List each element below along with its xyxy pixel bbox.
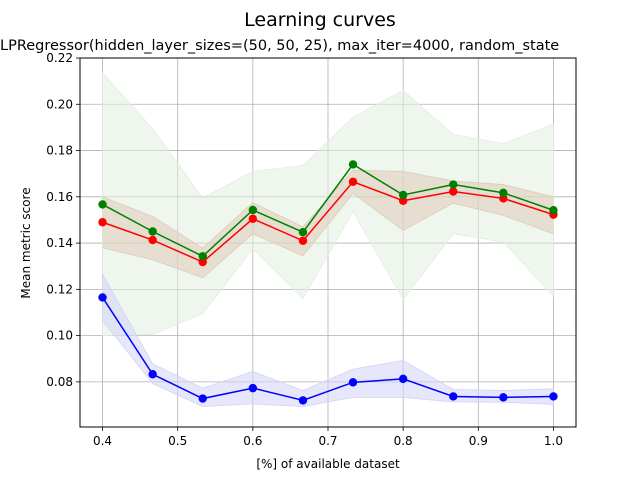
chart-suptitle: Learning curves xyxy=(244,9,396,31)
x-axis-label: [%] of available dataset xyxy=(256,457,400,471)
y-tick-label: 0.10 xyxy=(46,329,73,343)
series-2-point xyxy=(298,396,308,405)
series-2-point xyxy=(148,370,157,379)
series-0-point xyxy=(248,214,258,223)
y-axis-label: Mean metric score xyxy=(19,187,33,298)
x-tick-label: 0.6 xyxy=(243,434,262,448)
series-1-line xyxy=(102,163,554,258)
x-axis-ticks: 0.4 0.5 0.6 0.7 0.8 0.9 1.0 xyxy=(93,427,563,448)
y-tick-label: 0.14 xyxy=(46,236,73,250)
series-2-line xyxy=(101,297,554,402)
series-0-point xyxy=(148,235,157,245)
y-tick-label: 0.12 xyxy=(46,282,73,296)
series-0-point xyxy=(198,257,207,267)
series-1-point xyxy=(449,180,458,189)
y-tick-label: 0.18 xyxy=(46,144,73,158)
series-0-point xyxy=(348,177,358,186)
x-tick-label: 0.8 xyxy=(394,434,413,448)
series-2-point xyxy=(499,393,508,402)
series-1-point xyxy=(198,252,207,261)
series-points xyxy=(98,160,558,405)
x-tick-label: 0.4 xyxy=(93,434,112,448)
x-tick-label: 1.0 xyxy=(544,434,563,448)
x-tick-label: 0.7 xyxy=(318,434,337,448)
series-2-band xyxy=(102,272,554,408)
series-1-point xyxy=(549,206,558,215)
series-2-point xyxy=(248,383,258,393)
x-tick-label: 0.9 xyxy=(469,434,488,448)
series-lines xyxy=(101,163,554,402)
y-axis-ticks: 0.08 0.10 0.12 0.14 0.16 0.18 0.20 0.22 xyxy=(46,51,80,389)
series-2-point xyxy=(449,392,458,401)
series-0-point xyxy=(398,196,408,205)
y-tick-label: 0.08 xyxy=(46,375,73,389)
series-2-point xyxy=(348,378,358,387)
series-2-point xyxy=(549,392,558,401)
y-tick-label: 0.22 xyxy=(46,51,73,65)
series-2-point xyxy=(398,374,408,384)
series-1-point xyxy=(348,160,358,169)
series-2-point xyxy=(98,293,107,302)
chart-title: LPRegressor(hidden_layer_sizes=(50, 50, … xyxy=(0,38,559,54)
y-tick-label: 0.16 xyxy=(46,190,73,204)
series-1-point xyxy=(248,205,258,215)
series-1-point xyxy=(298,228,308,237)
series-2-point xyxy=(198,394,207,403)
series-1-point xyxy=(148,227,157,236)
series-1-point xyxy=(98,200,107,209)
series-1-point xyxy=(499,188,508,198)
series-0-line xyxy=(102,180,554,263)
x-tick-label: 0.5 xyxy=(168,434,187,448)
y-tick-label: 0.20 xyxy=(46,97,73,111)
series-1-point xyxy=(398,190,408,200)
series-1-band xyxy=(102,71,554,337)
series-0-point xyxy=(298,236,308,245)
series-0-point xyxy=(98,218,107,227)
series-0-point xyxy=(449,187,458,196)
